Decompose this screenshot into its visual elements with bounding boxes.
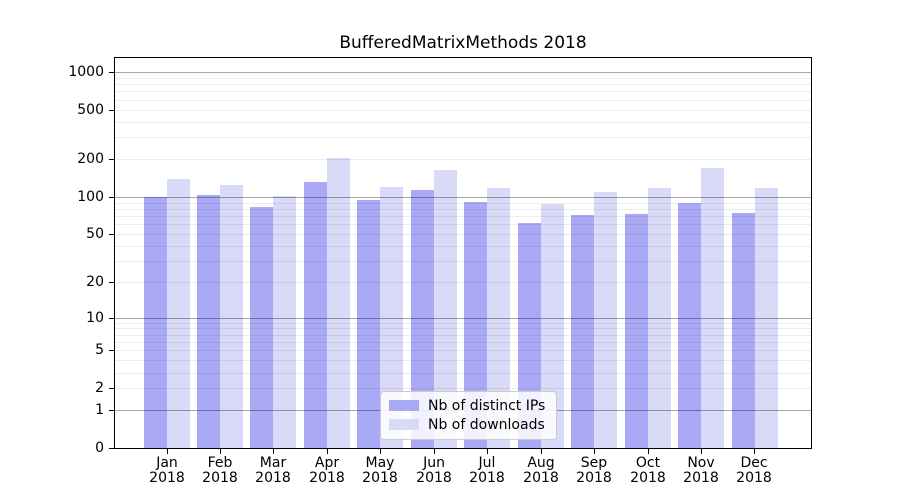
legend-swatch-downloads [389, 419, 419, 430]
x-tick-label-apr: Apr 2018 [309, 455, 345, 486]
bar-distinct-ips-apr [303, 181, 327, 448]
bar-downloads-aug [540, 204, 564, 448]
x-tick-mark [754, 449, 755, 454]
y-tick-label: 1 [95, 402, 104, 418]
bar-distinct-ips-jan [143, 196, 167, 448]
x-tick-label-oct: Oct 2018 [630, 455, 666, 486]
y-tick-label: 5 [95, 342, 104, 358]
x-tick-label-aug: Aug 2018 [523, 455, 559, 486]
bar-distinct-ips-feb [197, 195, 220, 448]
x-tick-label-may: May 2018 [362, 455, 398, 486]
bar-downloads-may [380, 187, 404, 448]
bar-downloads-jan [166, 178, 190, 448]
y-tick-label: 1000 [68, 64, 104, 80]
x-tick-label-dec: Dec 2018 [736, 455, 772, 486]
x-tick-mark [273, 449, 274, 454]
bar-distinct-ips-oct [624, 213, 648, 448]
plot-area [114, 57, 812, 449]
y-tick-label: 50 [86, 226, 104, 242]
bar-distinct-ips-jun [410, 190, 434, 448]
y-tick-label: 200 [77, 151, 104, 167]
legend-label-distinct-ips: Nb of distinct IPs [428, 397, 546, 414]
y-tick-label: 100 [77, 189, 104, 205]
x-tick-label-mar: Mar 2018 [255, 455, 291, 486]
y-tick-mark [109, 388, 114, 389]
y-tick-mark [109, 410, 114, 411]
x-tick-mark [167, 449, 168, 454]
bars-layer [115, 58, 811, 448]
bar-distinct-ips-dec [731, 213, 755, 448]
y-tick-label: 20 [86, 274, 104, 290]
y-tick-mark [109, 448, 114, 449]
x-tick-mark [594, 449, 595, 454]
y-tick-mark [109, 282, 114, 283]
y-tick-label: 10 [86, 310, 104, 326]
x-tick-label-feb: Feb 2018 [202, 455, 238, 486]
x-tick-mark [380, 449, 381, 454]
legend-swatch-distinct-ips [389, 400, 419, 411]
bar-distinct-ips-may [357, 200, 381, 448]
y-tick-mark [109, 197, 114, 198]
legend: Nb of distinct IPs Nb of downloads [380, 391, 558, 440]
bar-downloads-mar [273, 195, 297, 448]
legend-item-downloads: Nb of downloads [389, 415, 545, 434]
y-tick-label: 2 [95, 380, 104, 396]
y-tick-mark [109, 110, 114, 111]
x-tick-label-nov: Nov 2018 [683, 455, 719, 486]
bar-distinct-ips-mar [250, 206, 274, 448]
y-tick-label: 0 [95, 440, 104, 456]
y-tick-mark [109, 72, 114, 73]
x-tick-mark [220, 449, 221, 454]
bar-distinct-ips-sep [571, 215, 595, 448]
y-tick-mark [109, 234, 114, 235]
x-tick-mark [327, 449, 328, 454]
x-tick-mark [487, 449, 488, 454]
y-tick-label: 500 [77, 102, 104, 118]
legend-label-downloads: Nb of downloads [428, 416, 545, 433]
bar-downloads-dec [754, 187, 778, 448]
bar-downloads-sep [594, 191, 618, 448]
x-tick-mark [434, 449, 435, 454]
bar-downloads-oct [647, 188, 671, 448]
x-tick-label-sep: Sep 2018 [576, 455, 612, 486]
x-tick-label-jul: Jul 2018 [469, 455, 505, 486]
legend-item-distinct-ips: Nb of distinct IPs [389, 396, 545, 415]
x-tick-mark [541, 449, 542, 454]
y-tick-mark [109, 350, 114, 351]
bar-distinct-ips-nov [678, 202, 701, 448]
bar-downloads-nov [701, 167, 724, 448]
y-tick-mark [109, 159, 114, 160]
chart-title: BufferedMatrixMethods 2018 [339, 33, 587, 53]
x-tick-mark [648, 449, 649, 454]
bar-downloads-feb [220, 185, 243, 448]
x-tick-label-jun: Jun 2018 [416, 455, 452, 486]
bar-downloads-jun [433, 169, 457, 448]
bar-downloads-jul [487, 187, 511, 448]
bar-downloads-apr [326, 157, 350, 448]
x-tick-mark [701, 449, 702, 454]
x-tick-label-jan: Jan 2018 [149, 455, 185, 486]
bar-distinct-ips-jul [464, 201, 488, 448]
y-tick-mark [109, 318, 114, 319]
